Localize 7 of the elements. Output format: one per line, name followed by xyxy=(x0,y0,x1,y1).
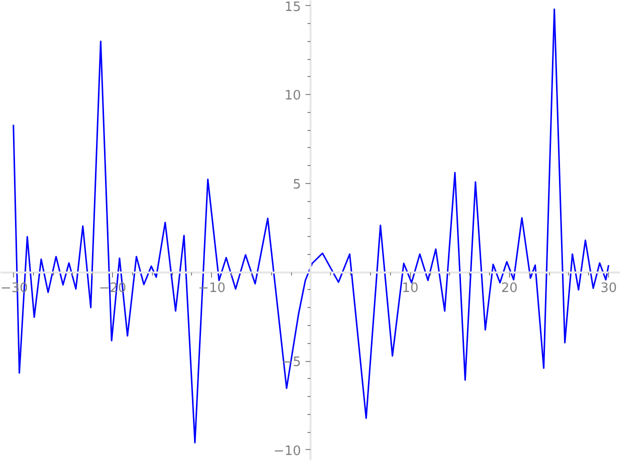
y-tick-label: 5 xyxy=(292,177,302,192)
x-tick-label: 10 xyxy=(402,281,418,296)
y-tick-label: 15 xyxy=(284,0,301,15)
x-tick-label: 30 xyxy=(600,281,617,296)
x-tick-label: 20 xyxy=(501,281,518,296)
y-tick-label: −10 xyxy=(274,444,301,459)
y-tick-label: 10 xyxy=(284,88,301,104)
